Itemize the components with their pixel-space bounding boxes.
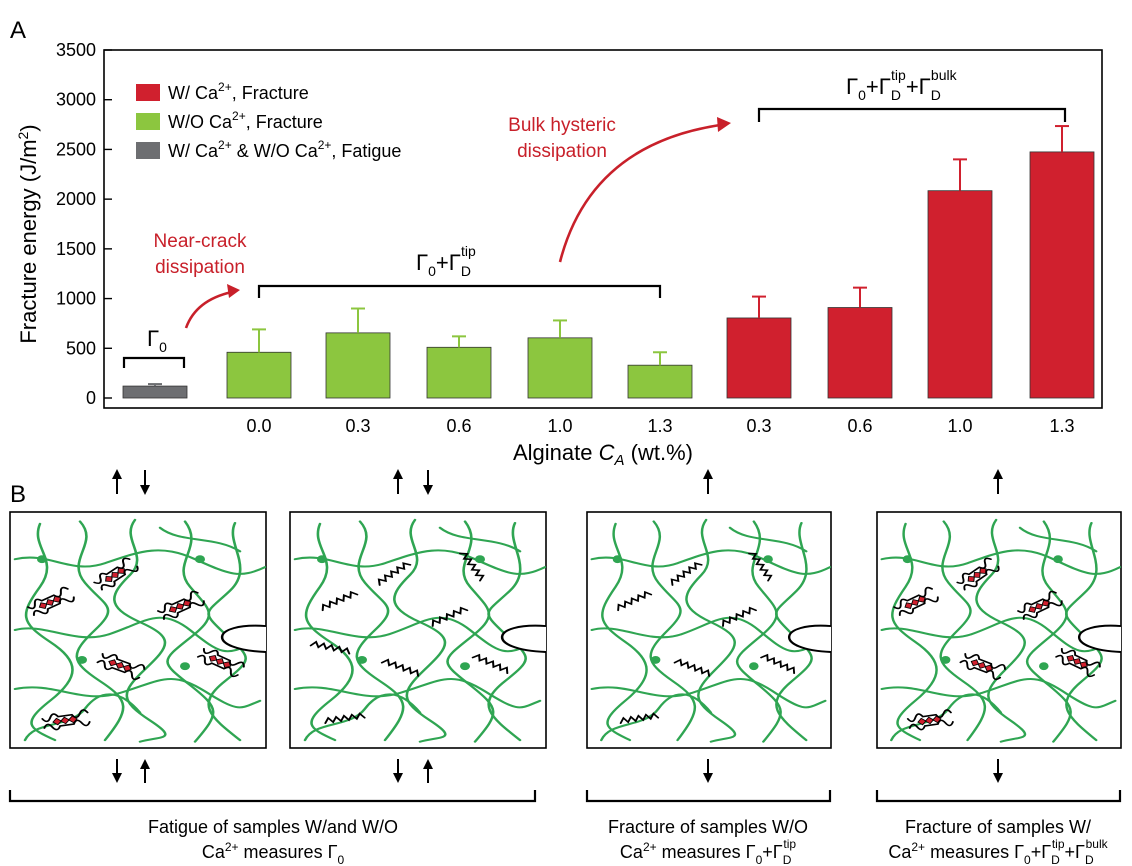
legend: W/ Ca2+, Fracture W/O Ca2+, Fracture W/ … <box>136 80 401 161</box>
caption-fatigue-line2: Ca2+ measures Γ0 <box>202 840 345 866</box>
x-tick-label: 1.3 <box>1049 416 1074 436</box>
bulk-bracket-label: Γ0+ΓDtip+ΓDbulk <box>846 67 958 103</box>
legend-label-wo: W/O Ca2+, Fracture <box>168 109 323 132</box>
down-arrow-icon <box>112 759 122 783</box>
bar <box>928 191 992 398</box>
y-tick-label: 2000 <box>56 189 96 209</box>
bar <box>528 338 592 398</box>
legend-label-w: W/ Ca2+, Fracture <box>168 80 309 103</box>
bulk-text-2: dissipation <box>517 141 607 162</box>
legend-swatch-fatigue <box>136 142 160 159</box>
x-tick-label: 0.6 <box>847 416 872 436</box>
near-crack-arrow <box>186 292 232 328</box>
schematic-fatigue-with-ca <box>10 512 266 748</box>
y-axis-label: Fracture energy (J/m2) <box>15 124 41 343</box>
legend-swatch-w <box>136 84 160 101</box>
down-arrow-icon <box>703 759 713 783</box>
near-crack-annotation: Near-crack dissipation <box>154 231 247 328</box>
bulk-text-1: Bulk hysteric <box>508 115 616 136</box>
x-tick-label: 1.0 <box>547 416 572 436</box>
x-axis: 0.0 0.3 0.6 1.0 1.3 0.3 0.6 1.0 1.3 <box>246 416 1074 436</box>
x-tick-label: 0.6 <box>446 416 471 436</box>
caption-fracture-w-line1: Fracture of samples W/ <box>905 817 1091 837</box>
panel-a-label: A <box>10 17 26 44</box>
x-axis-label: Alginate CA (wt.%) <box>513 440 693 469</box>
y-tick-label: 2500 <box>56 139 96 159</box>
caption-fracture-w-line2: Ca2+ measures Γ0+ΓDtip+ΓDbulk <box>888 837 1108 866</box>
caption-fracture-wo-line1: Fracture of samples W/O <box>608 817 808 837</box>
bar <box>427 347 491 398</box>
bar <box>227 352 291 398</box>
up-arrow-icon <box>112 469 122 494</box>
y-tick-label: 0 <box>86 388 96 408</box>
bar <box>326 333 390 398</box>
up-arrow-icon <box>423 759 433 783</box>
near-crack-text-1: Near-crack <box>154 231 247 252</box>
down-arrow-icon <box>423 470 433 495</box>
x-tick-label: 1.3 <box>647 416 672 436</box>
x-tick-label: 0.0 <box>246 416 271 436</box>
near-crack-text-2: dissipation <box>155 257 245 278</box>
up-arrow-icon <box>140 759 150 783</box>
schematic-fatigue-without-ca <box>290 512 546 748</box>
near-crack-arrowhead <box>227 284 240 298</box>
down-arrow-icon <box>993 759 1003 783</box>
y-tick-label: 500 <box>66 338 96 358</box>
caption-fatigue-line1: Fatigue of samples W/and W/O <box>148 817 398 837</box>
tip-bracket: Γ0+ΓDtip <box>259 243 660 298</box>
x-tick-label: 0.3 <box>746 416 771 436</box>
bulk-bracket: Γ0+ΓDtip+ΓDbulk <box>759 67 1065 122</box>
schematic-fracture-with-ca <box>877 512 1121 748</box>
bar <box>828 308 892 398</box>
up-arrow-icon <box>993 469 1003 494</box>
gamma0-label: Γ0 <box>147 326 167 355</box>
bulk-arrowhead <box>717 117 731 132</box>
y-tick-label: 3000 <box>56 90 96 110</box>
x-tick-label: 1.0 <box>947 416 972 436</box>
down-arrow-icon <box>393 759 403 783</box>
legend-label-fatigue: W/ Ca2+ & W/O Ca2+, Fatigue <box>168 138 401 161</box>
y-tick-label: 3500 <box>56 40 96 60</box>
bar <box>1030 152 1094 398</box>
legend-swatch-wo <box>136 113 160 130</box>
gamma0-bracket: Γ0 <box>124 326 184 368</box>
tip-bracket-label: Γ0+ΓDtip <box>416 243 476 279</box>
bulk-annotation: Bulk hysteric dissipation <box>508 115 731 262</box>
schematic-fracture-without-ca <box>587 512 831 748</box>
y-tick-label: 1500 <box>56 239 96 259</box>
bars <box>123 152 1094 398</box>
bar <box>123 386 187 398</box>
up-arrow-icon <box>703 469 713 494</box>
bottom-brackets <box>10 790 1120 801</box>
up-arrow-icon <box>393 469 403 494</box>
bar <box>628 365 692 398</box>
caption-fracture-wo-line2: Ca2+ measures Γ0+ΓDtip <box>620 837 796 866</box>
y-tick-label: 1000 <box>56 289 96 309</box>
x-tick-label: 0.3 <box>345 416 370 436</box>
down-arrow-icon <box>140 470 150 495</box>
bar <box>727 318 791 398</box>
panel-b-schematics: Fatigue of samples W/and W/O Ca2+ measur… <box>10 469 1121 866</box>
bar-chart: 0 500 1000 1500 2000 2500 3000 3500 0.0 0.3 0.6 1.… <box>15 40 1102 469</box>
panel-b-label: B <box>10 481 26 508</box>
